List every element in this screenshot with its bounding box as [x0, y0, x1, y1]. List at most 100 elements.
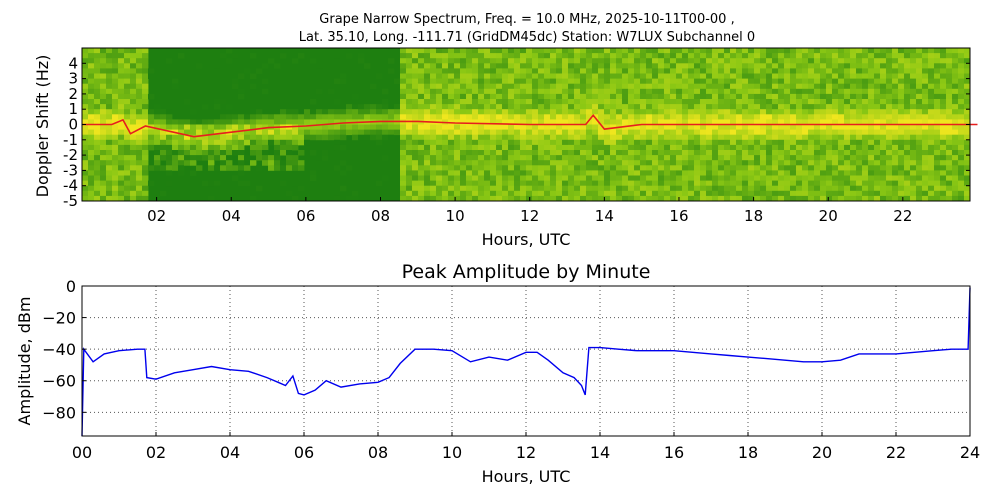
spectrogram-cell [460, 165, 467, 171]
spectrogram-cell [172, 78, 179, 85]
spectrogram-cell [958, 190, 965, 197]
spectrogram-cell [508, 109, 515, 115]
spectrogram-cell [694, 190, 701, 197]
spectrogram-cell [760, 78, 767, 85]
spectrogram-cell [388, 124, 395, 130]
spectrogram-cell [820, 165, 827, 171]
spectrogram-cell [520, 68, 527, 74]
spectrogram-cell [640, 150, 647, 156]
spectrogram-cell [646, 114, 653, 120]
spectrogram-cell [874, 73, 881, 79]
spectrogram-cell [340, 119, 347, 125]
spectrogram-cell [544, 99, 551, 105]
spectrogram-cell [124, 88, 131, 95]
spectrogram-cell [646, 63, 653, 69]
spectrogram-cell [832, 63, 839, 69]
spectrogram-cell [526, 58, 533, 64]
spectrogram-cell [862, 104, 869, 110]
spectrogram-cell [622, 73, 629, 79]
spectrogram-cell [280, 160, 287, 166]
spectrogram-cell [802, 104, 809, 110]
spectrogram-cell [934, 190, 941, 197]
spectrogram-cell [124, 93, 131, 100]
spectrogram-cell [898, 170, 905, 176]
spectrogram-cell [826, 119, 833, 125]
spectrogram-cell [442, 190, 449, 197]
spectrogram-cell [592, 170, 599, 176]
spectrogram-cell [622, 68, 629, 74]
spectrogram-cell [562, 190, 569, 197]
spectrogram-cell [292, 58, 299, 64]
spectrogram-cell [622, 109, 629, 115]
spectrogram-cell [406, 109, 413, 115]
spectrogram-cell [814, 160, 821, 166]
spectrogram-cell [766, 53, 773, 59]
spectrogram-cell [670, 99, 677, 105]
spectrogram-cell [478, 63, 485, 69]
spectrogram-cell [922, 124, 929, 130]
spectrogram-cell [220, 165, 227, 171]
spectrogram-cell [610, 129, 617, 136]
spectrogram-cell [100, 139, 107, 146]
spectrogram-cell [262, 150, 269, 156]
spectrogram-cell [868, 170, 875, 176]
spectrogram-cell [112, 104, 119, 110]
spectrogram-cell [772, 165, 779, 171]
spectrogram-cell [922, 53, 929, 59]
spectrogram-cell [844, 53, 851, 59]
spectrogram-cell [808, 144, 815, 151]
spectrogram-cell [376, 129, 383, 136]
spectrogram-cell [124, 139, 131, 146]
spectrogram-cell [244, 139, 251, 146]
spectrogram-cell [718, 155, 725, 161]
spectrogram-cell [736, 68, 743, 74]
spectrogram-cell [400, 165, 407, 171]
spectrogram-cell [418, 195, 425, 202]
spectrogram-cell [208, 144, 215, 151]
spectrogram-cell [520, 99, 527, 105]
spectrogram-cell [310, 134, 317, 141]
spectrogram-cell [454, 93, 461, 100]
spectrogram-cell [928, 155, 935, 161]
spectrogram-cell [886, 155, 893, 161]
spectrogram-cell [706, 180, 713, 187]
spectrogram-cell [694, 155, 701, 161]
spectrogram-cell [802, 58, 809, 64]
spectrogram-cell [724, 195, 731, 202]
spectrogram-cell [250, 150, 257, 156]
spectrogram-cell [526, 129, 533, 136]
spectrogram-cell [736, 88, 743, 95]
spectrogram-cell [82, 88, 89, 95]
spectrogram-cell [964, 160, 971, 166]
spectrogram-cell [448, 63, 455, 69]
spectrogram-cell [460, 63, 467, 69]
spectrogram-cell [934, 48, 941, 54]
spectrogram-cell [808, 78, 815, 85]
spectrogram-cell [610, 175, 617, 181]
spectrogram-cell [850, 48, 857, 54]
spectrogram-cell [676, 114, 683, 120]
spectrogram-cell [814, 48, 821, 54]
spectrogram-cell [418, 83, 425, 90]
spectrogram-cell [130, 150, 137, 156]
spectrogram-cell [886, 170, 893, 176]
spectrogram-cell [622, 150, 629, 156]
spectrogram-cell [286, 155, 293, 161]
spectrogram-cell [220, 134, 227, 141]
spectrogram-cell [448, 68, 455, 74]
spectrogram-cell [964, 58, 971, 64]
spectrogram-cell [958, 160, 965, 166]
spectrogram-cell [790, 99, 797, 105]
spectrogram-cell [874, 144, 881, 151]
spectrogram-cell [160, 139, 167, 146]
spectrogram-cell [940, 124, 947, 130]
spectrogram-cell [784, 129, 791, 136]
spectrogram-cell [130, 139, 137, 146]
spectrogram-cell [856, 63, 863, 69]
spectrogram-cell [886, 48, 893, 54]
spectrogram-cell [790, 48, 797, 54]
amplitude-xtick-label: 20 [812, 443, 832, 462]
spectrogram-cell [628, 88, 635, 95]
spectrogram-cell [916, 58, 923, 64]
spectrogram-cell [856, 175, 863, 181]
